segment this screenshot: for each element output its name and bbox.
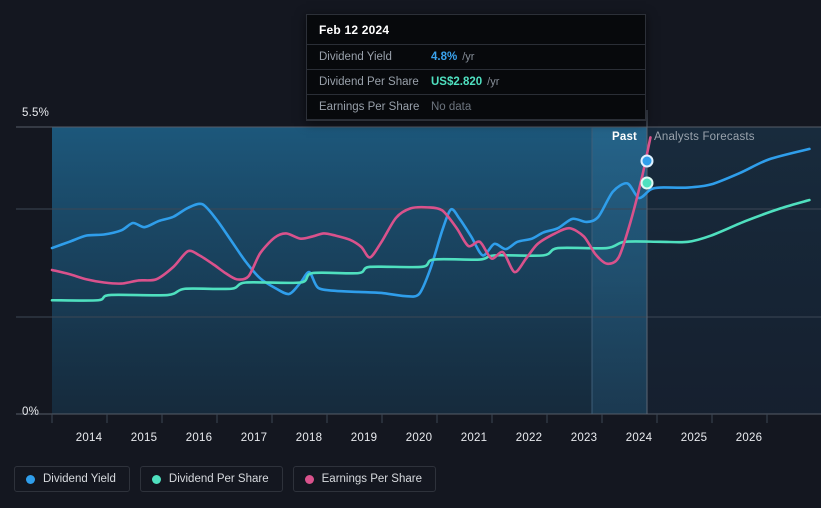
x-axis-label-2016: 2016 [185, 432, 213, 444]
series-group [50, 136, 811, 302]
tooltip-row-dividend-yield: Dividend Yield 4.8% /yr [307, 44, 645, 69]
x-axis-label-2021: 2021 [460, 432, 488, 444]
x-axis-label-2026: 2026 [735, 432, 763, 444]
legend-item-dividend-yield[interactable]: Dividend Yield [14, 466, 130, 492]
x-axis-label-2015: 2015 [130, 432, 158, 444]
dividend-per-share-marker[interactable] [640, 176, 654, 190]
legend-dot-icon-dividend-per-share [151, 474, 161, 484]
dividend-yield-marker[interactable] [640, 154, 654, 168]
forecast-area-fill [647, 127, 821, 414]
y-axis-label-bottom: 0% [22, 406, 40, 418]
legend-item-dividend-per-share[interactable]: Dividend Per Share [139, 466, 283, 492]
past-area-fill [52, 127, 647, 414]
x-axis-label-2017: 2017 [240, 432, 268, 444]
x-axis-label-2020: 2020 [405, 432, 433, 444]
focus-markers [640, 154, 654, 190]
x-axis-label-2014: 2014 [75, 432, 103, 444]
tooltip-unit-dividend-yield: /yr [462, 50, 475, 63]
data-tooltip: Feb 12 2024 Dividend Yield 4.8% /yr Divi… [306, 14, 646, 121]
tooltip-value-dividend-per-share: US$2.820 [431, 75, 483, 88]
tooltip-unit-dividend-per-share: /yr [487, 75, 500, 88]
series-line-dividend-yield [50, 147, 811, 298]
tooltip-value-dividend-yield: 4.8% [431, 50, 458, 63]
forecast-period-label: Analysts Forecasts [654, 131, 755, 143]
legend-label-earnings-per-share: Earnings Per Share [321, 473, 422, 485]
tooltip-date: Feb 12 2024 [319, 23, 390, 37]
tooltip-row-earnings-per-share: Earnings Per Share No data [307, 94, 645, 120]
x-tick-marks [51, 414, 768, 423]
legend-label-dividend-yield: Dividend Yield [43, 473, 116, 485]
x-axis-label-2022: 2022 [515, 432, 543, 444]
tooltip-value-earnings-per-share: No data [431, 100, 472, 113]
x-axis-label-2024: 2024 [625, 432, 653, 444]
series-line-earnings-per-share [50, 136, 652, 285]
legend-dot-icon-earnings-per-share [304, 474, 314, 484]
y-axis-label-top: 5.5% [22, 107, 50, 119]
chart-legend: Dividend Yield Dividend Per Share Earnin… [14, 466, 436, 492]
tooltip-label-earnings-per-share: Earnings Per Share [319, 100, 420, 113]
legend-item-earnings-per-share[interactable]: Earnings Per Share [292, 466, 436, 492]
past-period-label: Past [612, 131, 638, 143]
x-axis-label-2025: 2025 [680, 432, 708, 444]
tooltip-label-dividend-yield: Dividend Yield [319, 50, 392, 63]
tooltip-row-dividend-per-share: Dividend Per Share US$2.820 /yr [307, 69, 645, 94]
series-line-dividend-per-share [50, 198, 811, 302]
x-axis-label-2019: 2019 [350, 432, 378, 444]
x-axis-label-2023: 2023 [570, 432, 598, 444]
tooltip-label-dividend-per-share: Dividend Per Share [319, 75, 419, 88]
x-axis-label-2018: 2018 [295, 432, 323, 444]
hover-highlight-band [592, 127, 647, 414]
legend-label-dividend-per-share: Dividend Per Share [168, 473, 269, 485]
legend-dot-icon-dividend-yield [26, 474, 35, 484]
